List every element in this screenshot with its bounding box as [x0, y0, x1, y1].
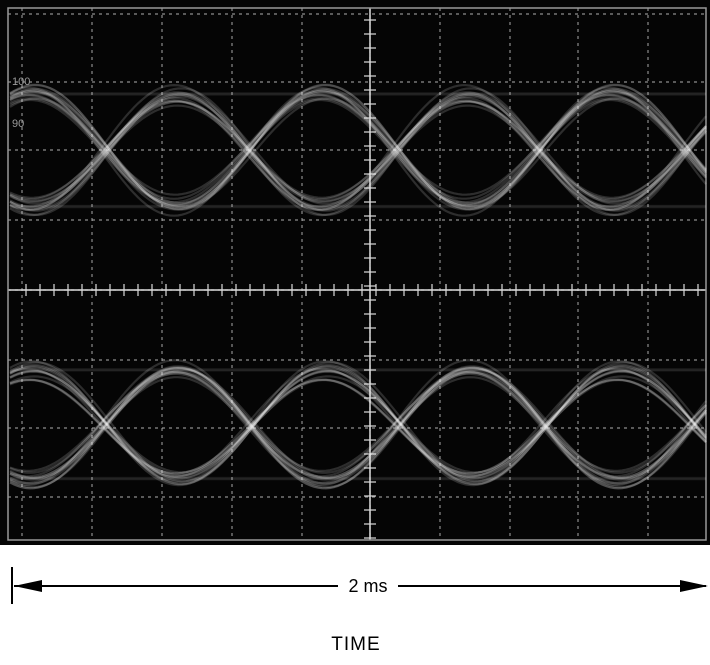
eye-trace [9, 366, 707, 483]
eye-trace [9, 92, 707, 205]
eye-trace [9, 100, 707, 202]
eye-trace [9, 360, 707, 487]
eye-trace [9, 98, 707, 206]
scope-level-label: 90 [12, 118, 24, 130]
eye-trace [9, 370, 707, 478]
scale-span-label: 2 ms [348, 576, 387, 596]
eye-trace [9, 93, 707, 200]
eye-trace [9, 366, 707, 485]
eye-trace [9, 378, 707, 475]
eye-trace [9, 365, 707, 485]
eye-trace [9, 93, 707, 212]
eye-trace [9, 378, 707, 475]
eye-trace [9, 90, 707, 205]
eye-trace [9, 99, 707, 201]
scale-arrow-left [14, 580, 42, 592]
eye-trace [9, 84, 707, 211]
scope-screen [0, 0, 710, 545]
eye-trace [9, 99, 707, 208]
eye-trace [9, 95, 707, 211]
eye-trace [9, 91, 707, 217]
eye-trace [9, 369, 707, 480]
eye-trace [9, 83, 707, 211]
eye-trace [9, 367, 707, 474]
eye-trace [9, 375, 707, 474]
scale-label-bg [338, 574, 398, 598]
eye-trace [9, 361, 707, 483]
eye-trace [9, 97, 707, 209]
eye-trace [9, 370, 707, 484]
eye-trace [9, 87, 707, 217]
eye-trace [9, 366, 707, 490]
eye-trace [9, 87, 707, 207]
scale-arrow-right [680, 580, 708, 592]
eye-trace [9, 97, 707, 196]
eye-trace [9, 378, 707, 478]
eye-trace [9, 370, 707, 477]
eye-trace [9, 368, 707, 480]
eye-trace [9, 366, 707, 489]
eye-trace [9, 86, 707, 217]
eye-trace [9, 104, 707, 203]
scope-level-label: 100 [12, 76, 30, 88]
eye-traces [9, 83, 707, 490]
eye-trace [9, 370, 707, 479]
graticule [7, 7, 707, 541]
eye-trace [9, 363, 707, 486]
eye-trace [9, 371, 707, 481]
eye-trace [9, 376, 707, 480]
eye-trace [9, 96, 707, 211]
eye-trace [9, 93, 707, 209]
eye-trace [9, 89, 707, 208]
eye-trace [9, 94, 707, 204]
eye-trace [9, 359, 707, 487]
eye-trace [9, 90, 707, 211]
eye-trace [9, 83, 707, 212]
eye-trace [9, 367, 707, 478]
eye-trace [9, 370, 707, 479]
eye-trace [9, 365, 707, 490]
eye-trace [9, 372, 707, 473]
eye-trace [9, 89, 707, 207]
eye-trace [9, 100, 707, 199]
axis-label: TIME [331, 634, 380, 655]
screen-border [7, 7, 707, 541]
